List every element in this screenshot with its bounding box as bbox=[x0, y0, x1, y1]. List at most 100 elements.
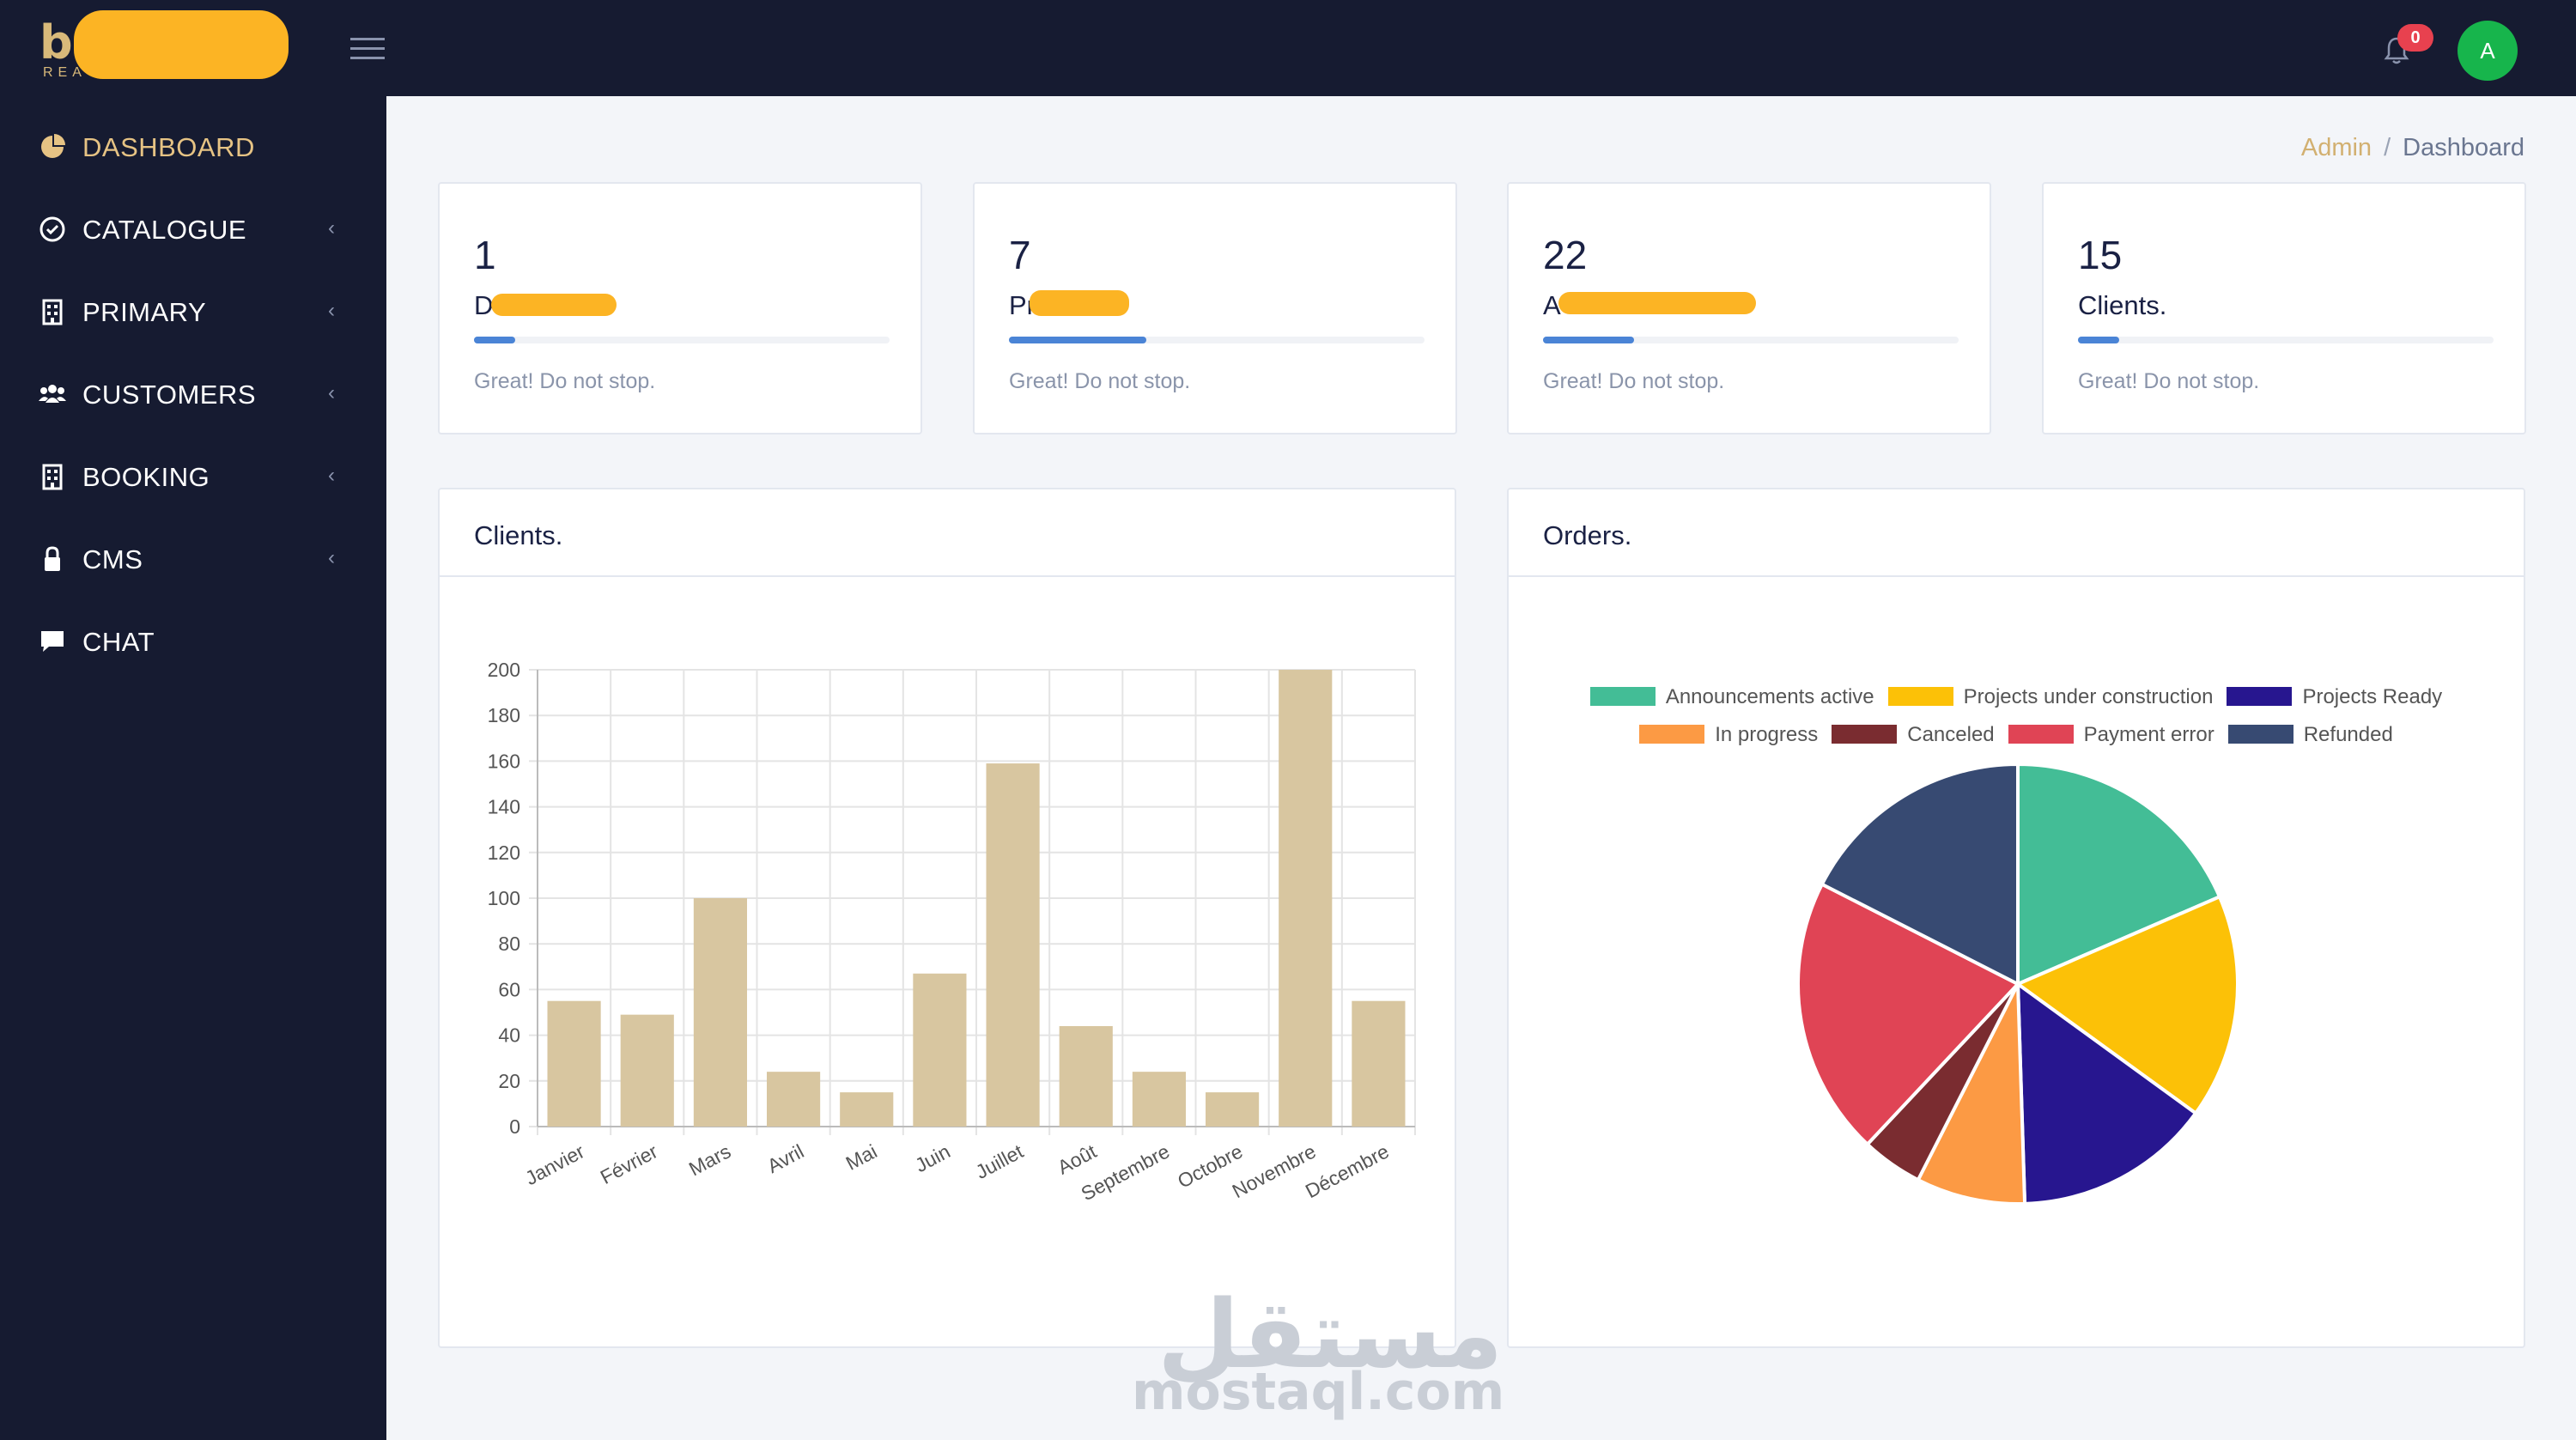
sidebar-item-dashboard[interactable]: DASHBOARD bbox=[0, 113, 386, 182]
pie-slice[interactable] bbox=[1796, 882, 2021, 1147]
pie-slice[interactable] bbox=[1820, 762, 2020, 987]
stat-card: 7 Pr Great! Do not stop. bbox=[973, 182, 1457, 434]
bar[interactable] bbox=[1205, 1092, 1260, 1127]
building-icon bbox=[38, 462, 67, 491]
stat-label: Clients. bbox=[2078, 290, 2167, 320]
notification-badge[interactable]: 0 bbox=[2397, 24, 2433, 52]
bar[interactable] bbox=[1352, 1000, 1406, 1127]
menu-toggle-icon[interactable] bbox=[350, 38, 385, 64]
sidebar-item-label: CMS bbox=[82, 544, 143, 574]
bar[interactable] bbox=[840, 1092, 894, 1127]
legend-swatch bbox=[2227, 687, 2293, 706]
pie-slice[interactable] bbox=[2014, 894, 2239, 1116]
bar[interactable] bbox=[1132, 1072, 1187, 1127]
breadcrumb-admin-link[interactable]: Admin bbox=[2300, 134, 2372, 161]
stat-number: 15 bbox=[2078, 233, 2123, 277]
sidebar-item-label: PRIMARY bbox=[82, 297, 207, 327]
x-tick-label: Février bbox=[597, 1139, 662, 1188]
check-circle-icon bbox=[38, 215, 67, 244]
x-tick-label: Juin bbox=[911, 1139, 953, 1176]
y-tick-label: 200 bbox=[488, 659, 520, 681]
progress-bar bbox=[1543, 337, 1959, 343]
divider bbox=[1509, 575, 2524, 577]
stat-footer: Great! Do not stop. bbox=[474, 369, 656, 393]
bar[interactable] bbox=[693, 898, 748, 1127]
x-tick-label: Mars bbox=[685, 1139, 734, 1180]
bar[interactable] bbox=[620, 1014, 674, 1127]
stat-card: 15 Clients. Great! Do not stop. bbox=[2042, 182, 2526, 434]
x-tick-label: Juillet bbox=[972, 1139, 1028, 1183]
legend-swatch bbox=[1832, 725, 1898, 744]
y-tick-label: 0 bbox=[509, 1115, 520, 1138]
stat-label: D bbox=[474, 290, 494, 320]
bar[interactable] bbox=[547, 1000, 601, 1127]
x-tick-label: Décembre bbox=[1302, 1139, 1393, 1202]
redaction-mark bbox=[491, 294, 617, 316]
legend-swatch bbox=[1639, 725, 1705, 744]
orders-chart-card: Orders. Announcements active Projects und… bbox=[1507, 488, 2525, 1348]
legend-label: Canceled bbox=[1907, 723, 1995, 746]
bar[interactable] bbox=[913, 973, 967, 1127]
brand-logo[interactable]: b REA bbox=[39, 15, 91, 84]
stat-footer: Great! Do not stop. bbox=[1009, 369, 1191, 393]
y-tick-label: 40 bbox=[498, 1024, 520, 1047]
breadcrumb: Admin / Dashboard bbox=[2301, 134, 2524, 162]
stat-number: 7 bbox=[1009, 233, 1031, 277]
sidebar: DASHBOARD CATALOGUE ‹ PRIMARY ‹ CUSTOMER… bbox=[0, 96, 386, 1440]
sidebar-item-label: CATALOGUE bbox=[82, 215, 247, 245]
y-tick-label: 140 bbox=[488, 796, 520, 818]
chevron-left-icon: ‹ bbox=[328, 299, 335, 322]
legend-item[interactable]: Canceled bbox=[1832, 723, 1995, 747]
logo-letter: b bbox=[39, 15, 73, 70]
progress-bar bbox=[2078, 337, 2494, 343]
breadcrumb-separator: / bbox=[2384, 134, 2391, 161]
x-tick-label: Novembre bbox=[1229, 1139, 1320, 1202]
pie-slice[interactable] bbox=[2015, 980, 2198, 1206]
bar[interactable] bbox=[1279, 670, 1333, 1127]
legend-item[interactable]: Payment error bbox=[2008, 723, 2215, 747]
clients-bar-chart: 0 20 40 60 80 100 120 140 160 180 200 Janvier Févrie… bbox=[488, 659, 1416, 1205]
legend-label: Projects Ready bbox=[2302, 685, 2443, 708]
sidebar-item-chat[interactable]: CHAT bbox=[0, 608, 386, 677]
legend-item[interactable]: In progress bbox=[1639, 723, 1818, 747]
bar[interactable] bbox=[986, 763, 1040, 1127]
redaction-mark bbox=[1558, 292, 1756, 314]
x-tick-label: Août bbox=[1054, 1139, 1101, 1178]
sidebar-item-label: BOOKING bbox=[82, 462, 210, 492]
chevron-left-icon: ‹ bbox=[328, 464, 335, 487]
pie-slice[interactable] bbox=[1916, 983, 2027, 1206]
y-tick-label: 100 bbox=[488, 887, 520, 909]
y-tick-label: 80 bbox=[498, 933, 520, 955]
breadcrumb-current: Dashboard bbox=[2403, 134, 2524, 161]
sidebar-item-label: DASHBOARD bbox=[82, 132, 255, 162]
stat-card: 22 A Great! Do not stop. bbox=[1507, 182, 1991, 434]
stat-number: 22 bbox=[1543, 233, 1588, 277]
sidebar-item-catalogue[interactable]: CATALOGUE ‹ bbox=[0, 196, 386, 264]
legend-item[interactable]: Projects under construction bbox=[1887, 685, 2213, 709]
legend-row: In progress Canceled Payment error Refunded bbox=[1509, 723, 2524, 761]
sidebar-item-booking[interactable]: BOOKING ‹ bbox=[0, 443, 386, 512]
sidebar-item-cms[interactable]: CMS ‹ bbox=[0, 526, 386, 594]
chart-title: Orders. bbox=[1543, 520, 1632, 550]
bar[interactable] bbox=[1059, 1025, 1113, 1127]
sidebar-item-primary[interactable]: PRIMARY ‹ bbox=[0, 278, 386, 347]
chart-title: Clients. bbox=[474, 520, 563, 550]
legend-swatch bbox=[1589, 687, 1656, 706]
bar[interactable] bbox=[766, 1072, 821, 1127]
pie-slice[interactable] bbox=[2016, 762, 2222, 987]
legend-item[interactable]: Projects Ready bbox=[2227, 685, 2442, 709]
legend-item[interactable]: Announcements active bbox=[1589, 685, 1874, 709]
clients-chart-card: Clients. 0 20 40 60 80 100 120 140 160 180 200 Janv… bbox=[438, 488, 1456, 1348]
y-tick-label: 160 bbox=[488, 750, 520, 772]
orders-pie-chart bbox=[1796, 762, 2239, 1206]
y-tick-label: 20 bbox=[498, 1070, 520, 1092]
avatar[interactable]: A bbox=[2458, 21, 2518, 81]
x-tick-label: Mai bbox=[842, 1139, 881, 1174]
legend-swatch bbox=[1887, 687, 1953, 706]
chart-legend: Announcements active Projects under const… bbox=[1509, 685, 2524, 761]
sidebar-item-customers[interactable]: CUSTOMERS ‹ bbox=[0, 361, 386, 429]
legend-item[interactable]: Refunded bbox=[2227, 723, 2393, 747]
legend-swatch bbox=[2008, 725, 2074, 744]
legend-label: In progress bbox=[1715, 723, 1819, 746]
watermark-latin: mostaql.com bbox=[1132, 1362, 1505, 1422]
